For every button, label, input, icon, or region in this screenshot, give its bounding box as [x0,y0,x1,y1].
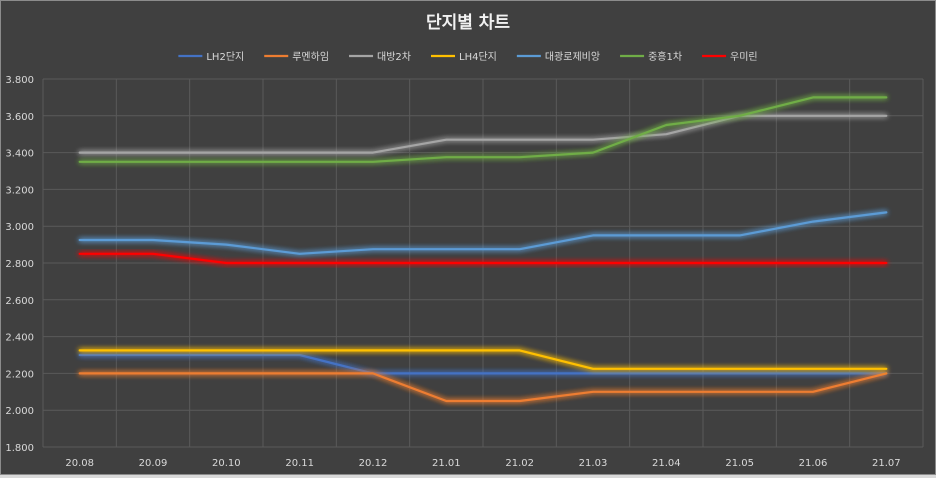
series-line-6 [78,96,888,163]
x-tick-label: 20.11 [285,458,314,469]
series-line-4 [78,349,888,370]
legend-label: 루멘하임 [292,50,329,63]
y-tick-label: 3.400 [5,149,34,160]
legend-label: 대방2차 [377,51,411,63]
legend-item-3: 대방2차 [349,51,411,63]
legend-label: 중흥1차 [648,50,682,63]
y-tick-label: 2.800 [5,259,34,270]
x-tick-label: 21.03 [579,458,608,469]
x-tick-label: 21.06 [799,458,828,469]
series-line-3 [78,114,888,154]
legend-item-7: 우미린 [702,51,758,63]
y-tick-label: 3.800 [5,75,34,86]
y-tick-label: 3.000 [5,222,34,233]
y-tick-label: 2.000 [5,406,34,417]
x-tick-label: 21.04 [652,458,681,469]
y-tick-label: 3.600 [5,112,34,123]
y-tick-label: 1.800 [5,443,34,454]
x-tick-label: 20.12 [359,458,388,469]
legend-label: LH2단지 [206,51,244,63]
y-tick-label: 3.200 [5,185,34,196]
x-tick-label: 20.10 [212,458,241,469]
y-tick-label: 2.400 [5,333,34,344]
legend-label: 우미린 [730,51,758,63]
series-lines [78,96,888,403]
legend-item-5: 대광로제비앙 [516,51,600,63]
x-tick-label: 20.08 [65,458,94,469]
series-line-1 [78,353,888,375]
y-tick-label: 2.200 [5,369,34,380]
legend-item-4: LH4단지 [431,51,497,63]
legend-label: LH4단지 [459,51,497,63]
series-line-7 [78,252,888,265]
x-axis-ticks: 20.08 20.09 20.10 20.11 20.12 21.01 21.02 21.03… [65,458,900,469]
y-tick-label: 2.600 [5,296,34,307]
y-axis-ticks: 1.800 2.000 2.200 2.400 2.600 2.800 3.000 3.200… [5,75,34,454]
legend-label: 대광로제비앙 [545,51,600,63]
x-tick-label: 21.07 [872,458,901,469]
series-line-5 [78,211,888,255]
legend-item-6: 중흥1차 [620,50,682,63]
x-tick-label: 21.02 [505,458,534,469]
x-tick-label: 21.05 [725,458,754,469]
legend-item-1: LH2단지 [178,51,244,63]
legend-item-2: 루멘하임 [264,50,329,63]
legend: LH2단지 루멘하임 대방2차 LH4단지 대광로제비앙 중흥1차 우미린 [178,50,758,63]
x-tick-label: 21.01 [432,458,461,469]
series-line-2 [78,372,888,403]
chart-title: 단지별 차트 [426,13,510,33]
x-tick-label: 20.09 [139,458,168,469]
